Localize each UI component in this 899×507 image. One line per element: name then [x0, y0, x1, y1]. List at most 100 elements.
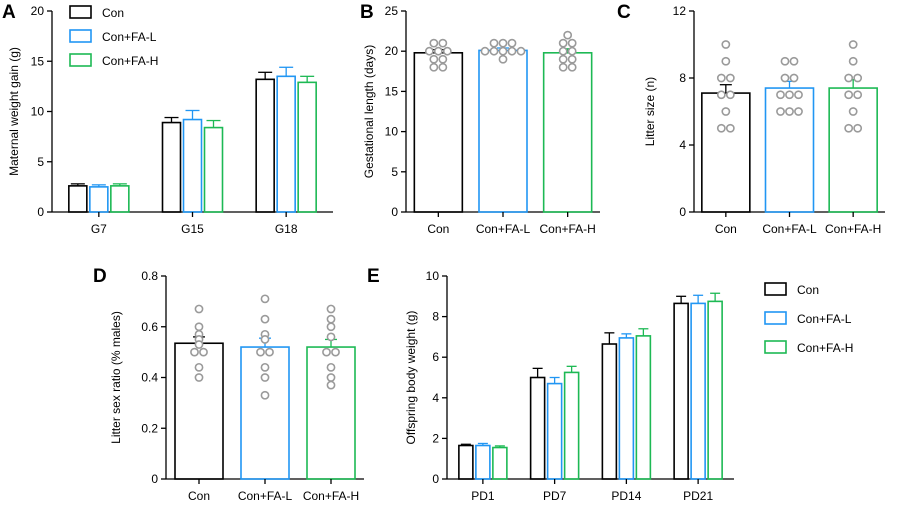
bar — [707, 300, 723, 480]
data-point — [853, 90, 863, 100]
data-point — [721, 40, 731, 49]
data-point — [716, 123, 726, 133]
bar — [828, 87, 878, 213]
data-point — [194, 373, 204, 382]
y-tick-label: 0 — [37, 205, 44, 219]
data-point — [438, 38, 448, 48]
x-tick-label: PD21 — [683, 489, 713, 503]
data-point — [789, 56, 799, 66]
legend-swatch — [764, 340, 787, 354]
data-point — [567, 54, 577, 64]
bar — [297, 81, 317, 213]
y-tick-label: 0 — [679, 205, 686, 219]
bar — [89, 186, 109, 213]
data-point — [567, 38, 577, 48]
data-point — [789, 73, 799, 83]
data-point — [848, 56, 858, 66]
y-tick-label: 6 — [432, 350, 439, 364]
bar — [68, 185, 88, 213]
y-tick-label: 4 — [432, 391, 439, 405]
panel-label-d: D — [93, 266, 107, 287]
data-point — [516, 46, 526, 56]
data-point — [256, 347, 265, 357]
y-tick-label: 0.4 — [141, 371, 158, 385]
y-axis-title: Maternal weight gain (g) — [7, 47, 21, 176]
x-tick-label: G7 — [91, 222, 107, 236]
data-point — [785, 90, 794, 100]
data-point — [498, 54, 508, 64]
data-point — [558, 54, 568, 64]
y-axis-title: Litter size (n) — [643, 77, 657, 146]
data-point — [567, 62, 577, 72]
x-tick-label: Con+FA-H — [825, 222, 881, 236]
bar — [110, 185, 130, 213]
data-point — [853, 73, 863, 83]
panel-c-chart: 0 4 8 12 Litter size (n) Con Con+FA-L Con+FA-H — [643, 4, 885, 236]
legend-swatch — [69, 5, 92, 19]
bar — [182, 118, 203, 213]
data-point — [190, 347, 199, 357]
panel-d-chart: 0 0.2 0.4 0.6 0.8 Litter sex ratio (% males) C… — [109, 269, 364, 503]
y-tick-label: 15 — [31, 54, 45, 68]
y-axis-title: Litter sex ratio (% males) — [109, 311, 123, 444]
legend-swatch — [764, 282, 787, 296]
y-tick-label: 20 — [385, 44, 399, 58]
data-point — [260, 314, 270, 324]
bar — [563, 371, 580, 480]
data-point — [780, 73, 790, 83]
data-point — [326, 373, 336, 382]
y-tick-label: 25 — [385, 4, 399, 18]
data-point — [776, 90, 785, 100]
data-point — [260, 373, 270, 382]
bar — [203, 126, 224, 213]
y-tick-label: 2 — [432, 431, 439, 445]
data-point — [429, 38, 439, 48]
panel-a-chart: 0 5 10 15 20 Maternal weight gain (g) G7 G15 G18… — [7, 4, 333, 236]
legend-label: Con — [102, 6, 124, 20]
data-point — [429, 62, 439, 72]
legend-swatch — [764, 311, 787, 325]
x-tick-label: Con — [427, 222, 449, 236]
data-point — [429, 54, 439, 64]
data-point — [433, 46, 443, 56]
data-point — [438, 62, 448, 72]
y-axis-title: Gestational length (days) — [362, 45, 376, 178]
data-point — [563, 30, 573, 40]
y-tick-label: 0 — [432, 472, 439, 486]
legend-label: Con+FA-H — [797, 341, 853, 355]
data-point — [498, 46, 508, 56]
data-point — [844, 73, 854, 83]
data-point — [794, 90, 803, 100]
y-tick-label: 15 — [385, 84, 399, 98]
x-tick-label: Con+FA-L — [238, 489, 293, 503]
panel-b-chart: 0 5 10 15 20 25 Gestational length (days) Con Co… — [362, 4, 600, 236]
data-point — [794, 107, 803, 116]
data-point — [260, 335, 270, 344]
x-tick-label: Con+FA-H — [303, 489, 359, 503]
bar — [492, 446, 508, 480]
data-point — [848, 107, 858, 116]
bar — [618, 337, 635, 480]
data-point — [489, 46, 499, 56]
data-point — [721, 56, 731, 66]
y-tick-label: 12 — [673, 4, 687, 18]
data-point — [260, 294, 270, 304]
data-point — [716, 73, 726, 83]
x-tick-label: PD1 — [471, 489, 495, 503]
x-tick-label: Con+FA-L — [762, 222, 817, 236]
data-point — [331, 347, 340, 357]
data-point — [480, 46, 490, 56]
bar — [478, 49, 528, 213]
y-tick-label: 5 — [391, 165, 398, 179]
data-point — [199, 347, 208, 357]
data-point — [326, 304, 336, 314]
legend-swatch — [69, 53, 92, 67]
x-tick-label: G18 — [275, 222, 298, 236]
data-point — [260, 362, 270, 372]
panel-label-b: B — [360, 2, 374, 23]
panel-label-a: A — [2, 2, 16, 23]
legend-label: Con+FA-L — [102, 30, 157, 44]
y-tick-label: 10 — [385, 125, 399, 139]
data-point — [507, 38, 517, 48]
